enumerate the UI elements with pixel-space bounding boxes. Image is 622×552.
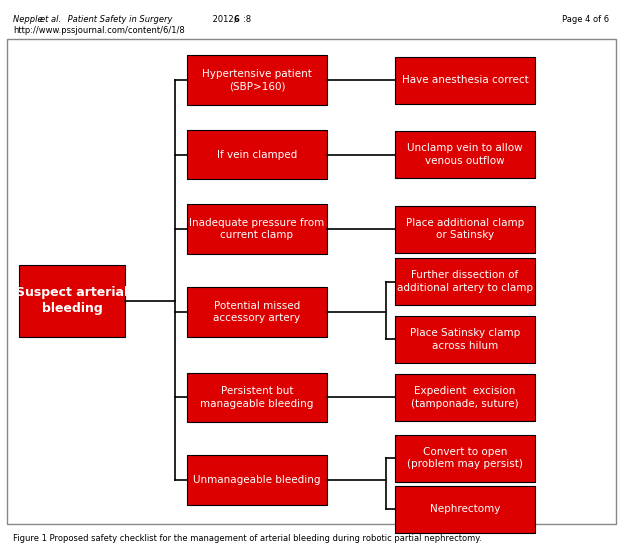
Text: Figure 1 Proposed safety checklist for the management of arterial bleeding durin: Figure 1 Proposed safety checklist for t… [13, 534, 481, 543]
Text: Further dissection of
additional artery to clamp: Further dissection of additional artery … [397, 270, 533, 293]
FancyBboxPatch shape [395, 206, 535, 253]
Text: http://www.pssjournal.com/content/6/1/8: http://www.pssjournal.com/content/6/1/8 [13, 26, 185, 35]
FancyBboxPatch shape [395, 131, 535, 178]
FancyBboxPatch shape [395, 316, 535, 363]
Text: Unmanageable bleeding: Unmanageable bleeding [193, 475, 321, 485]
Text: Potential missed
accessory artery: Potential missed accessory artery [213, 301, 300, 323]
Text: Nephrectomy: Nephrectomy [430, 505, 500, 514]
FancyBboxPatch shape [395, 486, 535, 533]
FancyBboxPatch shape [395, 374, 535, 421]
FancyBboxPatch shape [395, 435, 535, 481]
Text: If vein clamped: If vein clamped [217, 150, 297, 160]
Text: :8: :8 [243, 15, 251, 24]
Text: Suspect arterial
bleeding: Suspect arterial bleeding [16, 286, 128, 315]
FancyBboxPatch shape [395, 57, 535, 104]
Text: Place additional clamp
or Satinsky: Place additional clamp or Satinsky [406, 218, 524, 240]
FancyBboxPatch shape [187, 287, 327, 337]
Text: 2012,: 2012, [210, 15, 239, 24]
FancyBboxPatch shape [187, 373, 327, 422]
FancyBboxPatch shape [187, 204, 327, 254]
Text: Nepple: Nepple [13, 15, 45, 24]
FancyBboxPatch shape [187, 130, 327, 179]
FancyBboxPatch shape [187, 455, 327, 505]
Text: Hypertensive patient
(SBP>160): Hypertensive patient (SBP>160) [202, 69, 312, 91]
Text: et al.: et al. [40, 15, 61, 24]
FancyBboxPatch shape [19, 265, 125, 337]
Text: Unclamp vein to allow
venous outflow: Unclamp vein to allow venous outflow [407, 144, 523, 166]
Text: Patient Safety in Surgery: Patient Safety in Surgery [65, 15, 172, 24]
Text: 6: 6 [234, 15, 239, 24]
Text: Persistent but
manageable bleeding: Persistent but manageable bleeding [200, 386, 313, 408]
Text: Convert to open
(problem may persist): Convert to open (problem may persist) [407, 447, 523, 469]
Text: Have anesthesia correct: Have anesthesia correct [402, 75, 529, 85]
FancyBboxPatch shape [395, 258, 535, 305]
Text: Expedient  excision
(tamponade, suture): Expedient excision (tamponade, suture) [411, 386, 519, 408]
FancyBboxPatch shape [187, 55, 327, 105]
Text: Inadequate pressure from
current clamp: Inadequate pressure from current clamp [189, 218, 325, 240]
Text: Place Satinsky clamp
across hilum: Place Satinsky clamp across hilum [410, 328, 520, 351]
Text: Page 4 of 6: Page 4 of 6 [562, 15, 610, 24]
